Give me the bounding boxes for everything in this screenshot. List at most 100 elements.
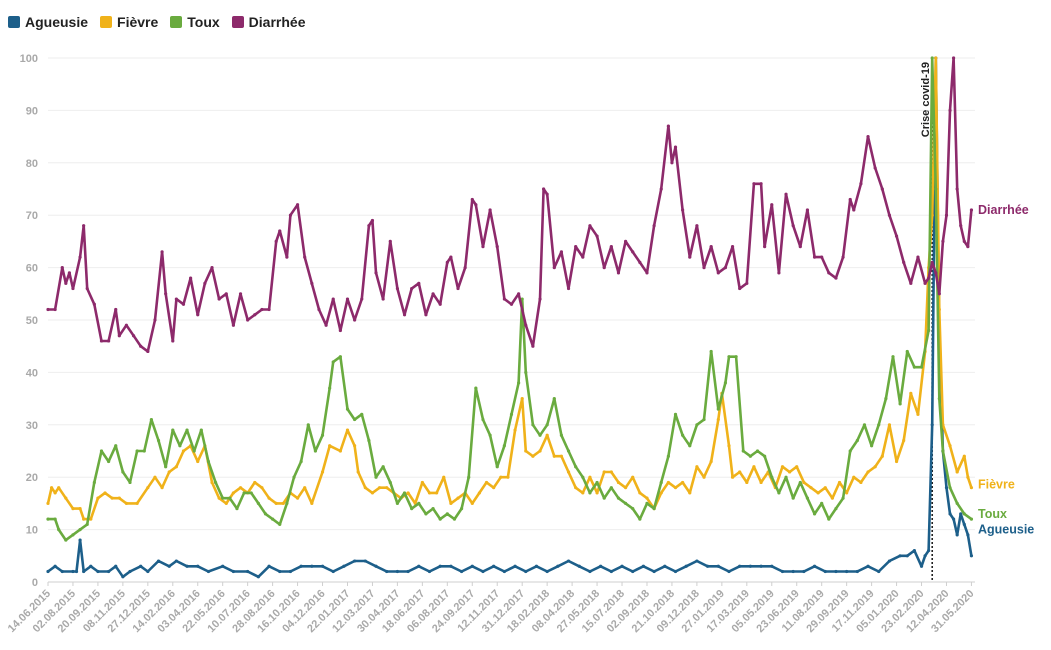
data-point: [445, 260, 449, 264]
data-point: [905, 349, 909, 354]
data-point: [866, 564, 870, 568]
data-point: [299, 564, 303, 568]
data-point: [82, 517, 86, 521]
legend-item: Toux: [170, 14, 220, 30]
data-point: [356, 470, 360, 474]
data-point: [196, 564, 200, 568]
data-point: [442, 475, 446, 479]
data-point: [681, 208, 685, 212]
end-label: Diarrhée: [978, 203, 1029, 217]
data-point: [513, 564, 517, 568]
data-point: [96, 496, 100, 500]
data-point: [338, 355, 342, 359]
data-point: [46, 307, 50, 312]
data-point: [748, 564, 752, 568]
data-point: [153, 475, 157, 479]
data-point: [884, 397, 888, 401]
data-point: [695, 465, 699, 469]
data-point: [937, 397, 941, 401]
data-point: [299, 459, 303, 464]
data-point: [221, 564, 225, 568]
data-point: [623, 501, 628, 505]
data-point: [488, 208, 492, 212]
data-point: [798, 245, 802, 249]
data-point: [616, 271, 621, 275]
data-point: [363, 559, 367, 563]
data-point: [53, 517, 57, 521]
data-point: [477, 491, 482, 495]
data-point: [684, 564, 688, 568]
data-point: [688, 255, 692, 259]
data-point: [128, 569, 132, 574]
data-point: [85, 286, 89, 291]
data-point: [673, 412, 678, 416]
data-point: [631, 569, 635, 574]
data-point: [278, 229, 282, 233]
data-point: [78, 255, 82, 259]
data-point: [820, 501, 824, 505]
data-point: [164, 465, 168, 469]
data-point: [763, 454, 767, 458]
data-point: [823, 486, 827, 490]
data-point: [845, 491, 849, 495]
data-point: [481, 245, 485, 249]
data-point: [174, 465, 178, 469]
data-point: [306, 423, 310, 427]
data-point: [449, 564, 453, 568]
data-point: [213, 480, 218, 485]
data-point: [959, 224, 963, 228]
data-point: [388, 480, 392, 485]
data-point: [231, 491, 235, 495]
data-point: [481, 417, 485, 422]
data-point: [727, 355, 731, 359]
data-point: [566, 559, 571, 563]
legend-label: Fièvre: [117, 14, 159, 30]
data-point: [877, 569, 881, 574]
data-point: [748, 454, 752, 458]
legend-label: Agueusie: [25, 14, 89, 30]
data-point: [834, 276, 838, 280]
y-tick-label: 90: [26, 105, 38, 117]
data-point: [271, 517, 275, 521]
data-point: [445, 512, 449, 516]
data-point: [777, 271, 781, 275]
data-point: [770, 564, 774, 568]
data-point: [495, 245, 499, 249]
data-point: [666, 124, 670, 128]
data-point: [71, 533, 75, 537]
data-point: [263, 512, 268, 516]
data-point: [410, 286, 414, 291]
data-point: [552, 454, 556, 458]
legend-swatch: [231, 16, 244, 28]
data-point: [331, 297, 335, 301]
data-point: [545, 423, 549, 427]
data-point: [345, 297, 350, 301]
data-point: [459, 569, 464, 574]
data-point: [688, 444, 692, 448]
data-point: [616, 480, 621, 485]
data-point: [185, 564, 189, 568]
data-point: [788, 470, 792, 474]
y-tick-label: 100: [20, 53, 38, 65]
data-point: [841, 496, 845, 500]
data-point: [930, 260, 934, 264]
data-point: [952, 56, 956, 60]
data-point: [545, 569, 549, 574]
data-point: [174, 297, 178, 301]
data-point: [313, 449, 318, 453]
data-point: [388, 239, 392, 243]
data-point: [645, 501, 649, 505]
data-point: [217, 297, 221, 301]
data-point: [577, 564, 581, 568]
data-point: [470, 564, 474, 568]
data-point: [160, 250, 164, 254]
data-point: [827, 517, 831, 521]
data-point: [955, 501, 959, 505]
data-point: [139, 344, 143, 348]
data-point: [780, 465, 785, 469]
data-point: [60, 569, 64, 574]
data-point: [231, 323, 235, 327]
data-point: [812, 255, 817, 259]
data-point: [256, 501, 260, 505]
